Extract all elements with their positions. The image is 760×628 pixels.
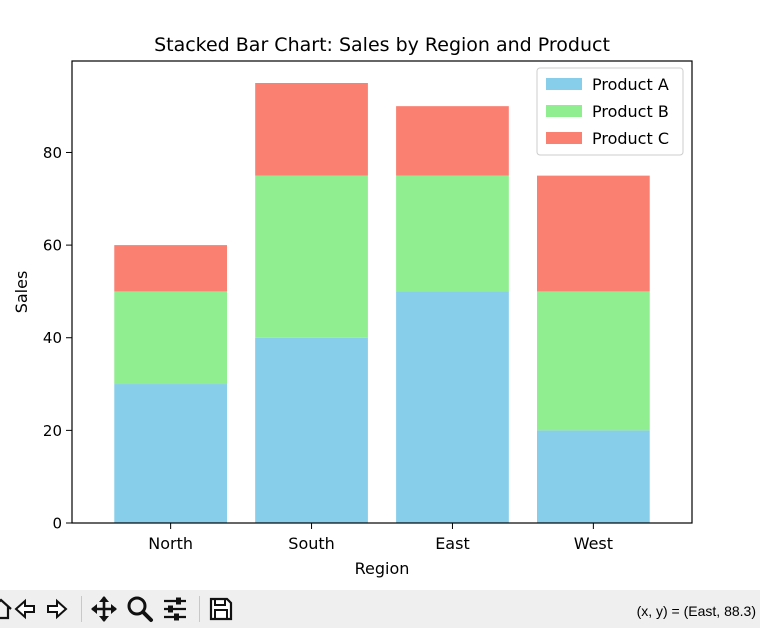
legend-swatch (546, 132, 582, 144)
bar-east-product-c (396, 106, 509, 176)
navigation-toolbar: (x, y) = (East, 88.3) (0, 590, 760, 628)
y-tick-label: 20 (43, 422, 62, 440)
bars-layer (114, 83, 650, 523)
legend-swatch (546, 105, 582, 117)
forward-button[interactable] (42, 594, 72, 624)
bar-south-product-b (255, 175, 368, 338)
bar-north-product-b (114, 291, 227, 385)
x-axis-label: Region (355, 559, 410, 578)
plot-frame (71, 60, 693, 524)
configure-subplots-icon (164, 597, 186, 621)
legend-label: Product A (592, 75, 669, 94)
x-tick-label: South (288, 534, 335, 553)
x-axis: North South East West (148, 523, 613, 553)
x-tick-label: East (435, 534, 470, 553)
bar-south-product-c (255, 83, 368, 176)
back-icon (14, 598, 35, 620)
save-button[interactable] (206, 594, 236, 624)
y-tick-label: 40 (43, 329, 62, 347)
bar-north-product-a (114, 384, 227, 523)
bar-west-product-a (537, 430, 650, 523)
home-icon (0, 598, 12, 620)
back-button[interactable] (10, 594, 40, 624)
y-tick-label: 60 (43, 237, 62, 255)
x-tick-label: North (148, 534, 193, 553)
bar-south-product-a (255, 337, 368, 523)
bar-west-product-c (537, 175, 650, 292)
bar-east-product-b (396, 175, 509, 292)
home-button[interactable] (0, 594, 16, 624)
legend-swatch (546, 78, 582, 90)
configure-subplots-button[interactable] (160, 594, 190, 624)
bar-west-product-b (537, 291, 650, 431)
save-icon (209, 597, 233, 621)
y-axis-label: Sales (12, 271, 31, 314)
chart-figure: Stacked Bar Chart: Sales by Region and P… (12, 34, 693, 578)
pan-icon (91, 596, 117, 622)
bar-east-product-a (396, 291, 509, 523)
x-tick-label: West (574, 534, 613, 553)
legend: Product A Product B Product C (536, 67, 684, 156)
legend-label: Product B (592, 102, 669, 121)
zoom-button[interactable] (125, 594, 155, 624)
toolbar-separator (81, 596, 82, 622)
legend-label: Product C (592, 129, 669, 148)
pan-button[interactable] (89, 594, 119, 624)
y-tick-label: 80 (43, 144, 62, 162)
chart-title: Stacked Bar Chart: Sales by Region and P… (154, 34, 610, 56)
toolbar-separator (199, 596, 200, 622)
y-tick-label: 0 (52, 515, 62, 533)
y-axis: 0 20 40 60 80 (43, 144, 72, 533)
bar-north-product-c (114, 245, 227, 292)
zoom-icon (127, 596, 153, 622)
cursor-coordinates: (x, y) = (East, 88.3) (636, 603, 756, 619)
forward-icon (47, 598, 68, 620)
